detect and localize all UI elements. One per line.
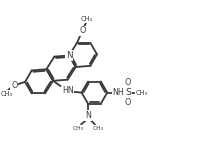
Text: S: S [125,88,131,97]
Text: N: N [85,111,91,120]
Text: CH₃: CH₃ [0,91,12,97]
Text: CH₃: CH₃ [136,90,148,96]
Text: CH₃: CH₃ [73,126,84,131]
Text: O: O [11,81,17,90]
Text: HN: HN [62,86,74,95]
Text: NH: NH [112,88,124,97]
Text: O: O [125,78,131,87]
Text: O: O [125,98,131,107]
Text: N: N [66,51,72,60]
Text: CH₃: CH₃ [92,126,103,131]
Text: O: O [79,27,86,35]
Text: CH₃: CH₃ [81,16,93,22]
